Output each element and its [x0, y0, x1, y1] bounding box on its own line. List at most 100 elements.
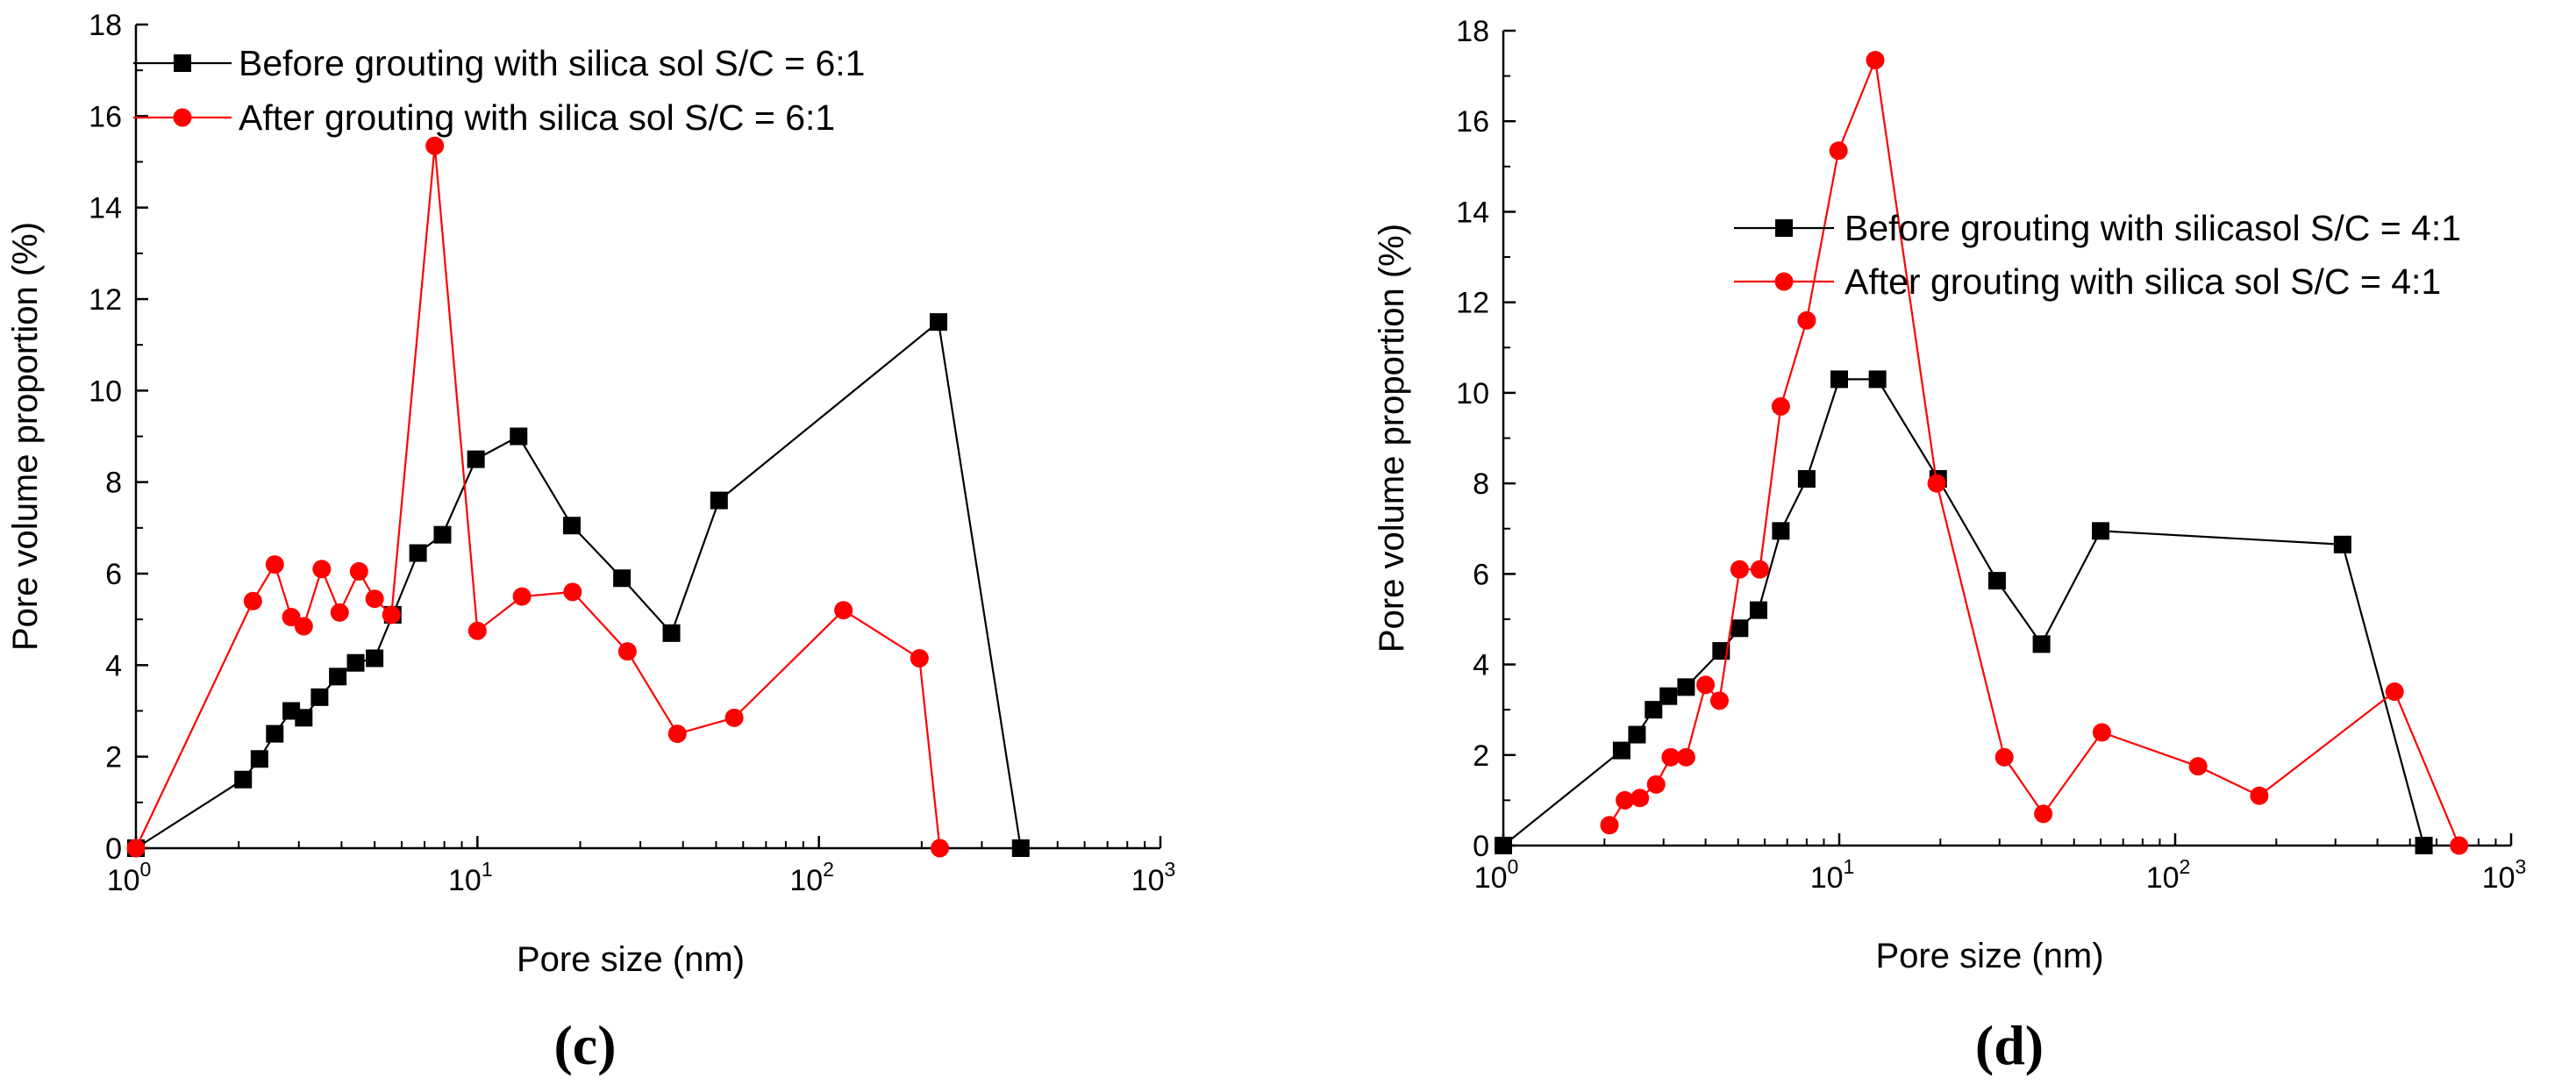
data-point-square — [662, 624, 681, 642]
legend-label: After grouting with silica sol S/C = 4:1 — [1845, 261, 2441, 302]
data-point-square — [1628, 725, 1646, 744]
y-tick-label: 14 — [1456, 196, 1489, 229]
y-tick-label: 12 — [1456, 287, 1489, 320]
data-point-circle — [1829, 141, 1848, 161]
data-point-circle — [1730, 560, 1749, 579]
y-tick-label: 0 — [1473, 830, 1489, 863]
y-tick-label: 6 — [1473, 558, 1489, 591]
data-point-circle — [1866, 51, 1885, 70]
data-point-square — [1612, 741, 1631, 760]
y-tick-label: 2 — [105, 741, 122, 774]
data-point-square — [467, 450, 485, 468]
data-point-square — [1677, 678, 1695, 696]
data-point-square — [1495, 837, 1512, 854]
y-tick-label: 2 — [1473, 739, 1489, 773]
data-point-square — [930, 313, 948, 332]
data-point-circle — [2385, 682, 2404, 702]
x-tick-label: 103 — [2482, 855, 2527, 895]
y-tick-label: 10 — [89, 375, 122, 408]
data-point-circle — [1631, 789, 1650, 808]
data-point-square — [2333, 535, 2351, 553]
data-point-circle — [425, 136, 445, 155]
data-point-square — [510, 427, 528, 446]
y-tick-label: 4 — [105, 649, 122, 682]
x-axis-title: Pore size (nm) — [1875, 937, 2103, 975]
data-point-circle — [2250, 786, 2269, 805]
y-tick-label: 8 — [1473, 468, 1489, 501]
y-tick-label: 18 — [1456, 15, 1489, 48]
data-point-circle — [365, 589, 384, 609]
data-point-square — [2092, 522, 2110, 540]
y-axis-title: Pore volume proportion (%) — [1373, 224, 1411, 653]
data-point-circle — [563, 582, 582, 602]
data-point-square — [295, 709, 313, 727]
data-point-circle — [1927, 474, 1946, 493]
data-point-circle — [512, 587, 532, 606]
data-point-circle — [467, 621, 487, 640]
data-point-circle — [349, 561, 368, 581]
data-point-square — [346, 653, 365, 672]
data-point-circle — [330, 603, 349, 622]
x-tick-label: 102 — [2146, 855, 2191, 895]
data-point-circle — [724, 708, 744, 727]
data-point-square — [366, 649, 384, 667]
data-point-square — [710, 491, 728, 510]
x-tick-label: 103 — [1131, 858, 1176, 897]
y-tick-label: 8 — [105, 467, 122, 500]
y-tick-label: 16 — [1456, 105, 1489, 139]
data-point-circle — [931, 839, 950, 858]
data-point-square — [1645, 701, 1663, 719]
y-tick-label: 18 — [89, 9, 122, 42]
data-point-circle — [2034, 804, 2053, 824]
data-point-square — [250, 750, 268, 768]
data-point-circle — [2092, 723, 2111, 742]
legend-marker-circle — [1774, 272, 1794, 291]
legend-marker-circle — [173, 108, 192, 127]
data-point-circle — [265, 555, 284, 575]
legend-label: Before grouting with silica sol S/C = 6:… — [239, 43, 865, 83]
chart-panel-c: 0 2 4 6 8 10 12 14 16 18 100 101 102 103 Pore size (nm… — [6, 9, 1175, 979]
y-tick-label: 4 — [1473, 649, 1489, 682]
data-point-square — [266, 725, 284, 743]
data-point-circle — [312, 560, 332, 579]
legend-label: Before grouting with silicasol S/C = 4:1 — [1845, 208, 2461, 248]
data-point-square — [2415, 837, 2433, 854]
data-point-circle — [1646, 774, 1666, 794]
data-point-circle — [1661, 747, 1680, 767]
data-point-circle — [1797, 311, 1816, 330]
data-point-circle — [382, 605, 401, 625]
data-point-circle — [2188, 757, 2208, 776]
y-tick-label: 14 — [89, 192, 122, 225]
data-point-square — [310, 688, 329, 706]
data-point-square — [1987, 572, 2006, 590]
data-point-circle — [1994, 747, 2014, 767]
data-point-circle — [910, 649, 929, 668]
data-point-square — [1797, 469, 1816, 488]
y-tick-label: 16 — [89, 100, 122, 133]
data-point-circle — [294, 617, 313, 636]
x-tick-label: 101 — [448, 858, 493, 897]
y-tick-label: 0 — [105, 832, 122, 866]
x-tick-label: 100 — [1474, 855, 1519, 895]
data-point-square — [1011, 839, 1030, 857]
data-point-square — [1730, 619, 1749, 638]
panel-label-d: (d) — [1975, 1014, 2044, 1076]
data-point-circle — [2450, 836, 2469, 855]
data-point-square — [613, 569, 632, 588]
x-axis-title: Pore size (nm) — [517, 940, 745, 979]
y-tick-label: 12 — [89, 283, 122, 317]
data-point-square — [1749, 601, 1767, 619]
legend-marker-square — [1775, 219, 1793, 237]
data-point-square — [433, 525, 452, 544]
data-point-square — [1868, 370, 1887, 389]
legend-marker-square — [174, 54, 191, 72]
data-point-square — [409, 544, 427, 562]
y-axis-title: Pore volume proportion (%) — [6, 222, 45, 651]
panel-label-c: (c) — [553, 1014, 616, 1076]
data-point-square — [1772, 522, 1790, 540]
data-point-circle — [667, 725, 687, 744]
data-point-square — [1830, 370, 1848, 389]
data-point-circle — [1696, 675, 1716, 695]
data-point-circle — [1709, 691, 1729, 710]
